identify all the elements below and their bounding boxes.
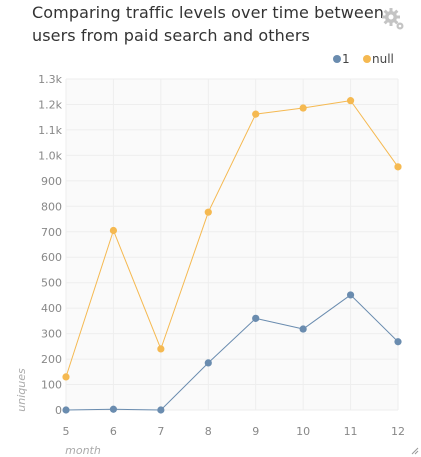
- y-tick-label: 200: [41, 353, 62, 366]
- y-tick-label: 700: [41, 226, 62, 239]
- data-point: [204, 208, 212, 216]
- y-tick-label: 100: [41, 379, 62, 392]
- legend-marker: [333, 55, 341, 63]
- series-line: [65, 100, 399, 378]
- gear-icon[interactable]: [380, 6, 406, 32]
- data-point: [62, 406, 70, 414]
- data-point: [394, 163, 402, 171]
- y-tick-label: 800: [41, 200, 62, 213]
- y-tick-label: 900: [41, 175, 62, 188]
- x-tick-label: 5: [63, 425, 70, 438]
- data-point: [394, 338, 402, 346]
- x-tick-label: 10: [296, 425, 310, 438]
- data-point: [252, 314, 260, 322]
- legend-marker: [363, 55, 371, 63]
- legend-label: 1: [342, 52, 350, 66]
- x-tick-label: 7: [157, 425, 164, 438]
- resize-handle-icon[interactable]: [411, 447, 419, 455]
- y-tick-label: 1.0k: [38, 149, 62, 162]
- data-point: [252, 110, 260, 118]
- data-point: [204, 359, 212, 367]
- y-tick-label: 600: [41, 251, 62, 264]
- data-point: [157, 345, 165, 353]
- x-axis-title: month: [65, 444, 101, 457]
- data-point: [346, 97, 355, 105]
- series-line: [65, 294, 399, 411]
- x-tick-label: 12: [391, 425, 405, 438]
- y-tick-label: 1.2k: [38, 98, 62, 111]
- y-axis-title: uniques: [15, 368, 28, 412]
- y-tick-label: 400: [41, 302, 62, 315]
- x-tick-label: 11: [344, 425, 358, 438]
- x-tick-label: 9: [252, 425, 259, 438]
- plot-area: [66, 79, 398, 410]
- data-point: [109, 226, 118, 235]
- data-point: [62, 373, 70, 381]
- data-point: [346, 291, 355, 299]
- y-tick-label: 1.1k: [38, 124, 62, 137]
- data-point: [157, 406, 165, 414]
- x-tick-label: 6: [110, 425, 117, 438]
- y-tick-label: 500: [41, 277, 62, 290]
- data-point: [109, 405, 118, 413]
- y-tick-label: 300: [41, 328, 62, 341]
- legend-label: null: [372, 52, 394, 66]
- chart-title: Comparing traffic levels over time betwe…: [32, 3, 385, 45]
- data-point: [299, 325, 307, 333]
- y-tick-label: 1.3k: [38, 73, 62, 86]
- x-tick-label: 8: [205, 425, 212, 438]
- y-tick-label: 0: [55, 404, 62, 417]
- data-point: [299, 104, 307, 112]
